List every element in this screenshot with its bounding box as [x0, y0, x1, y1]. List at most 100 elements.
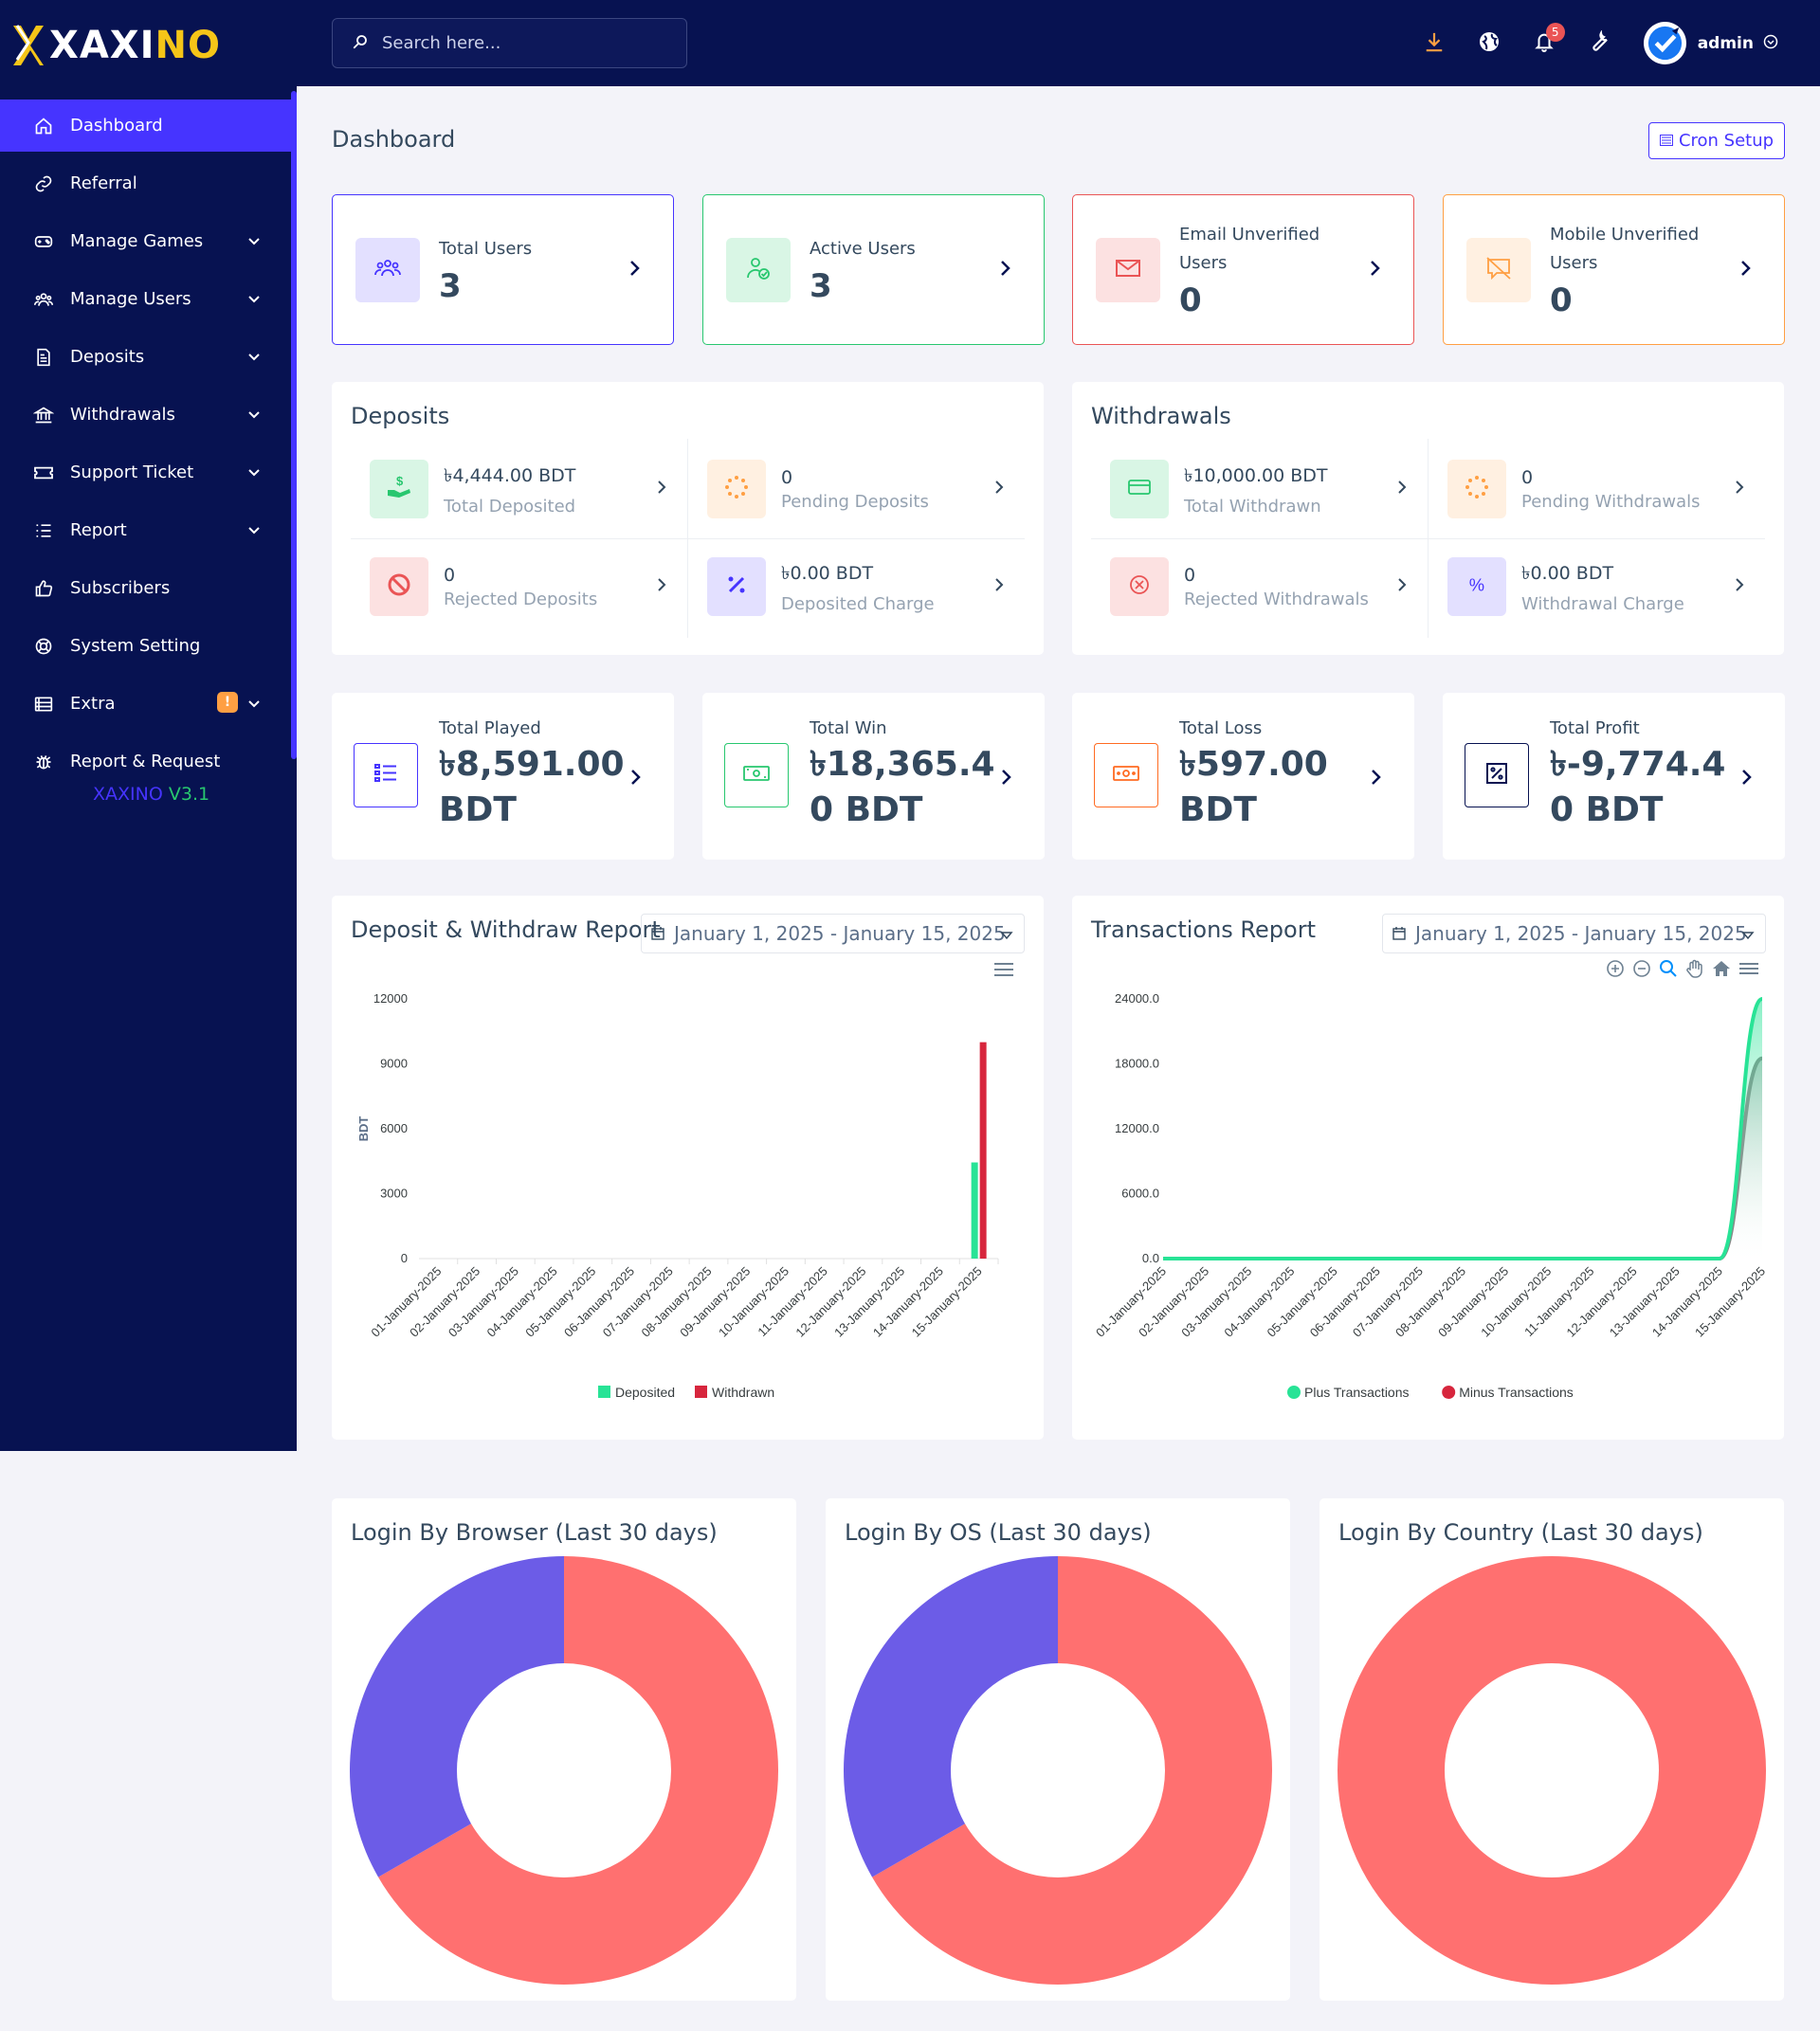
- rejected-withdrawals-widget[interactable]: 0 Rejected Withdrawals: [1091, 539, 1428, 634]
- widget-label: Total Deposited: [444, 496, 576, 517]
- cron-setup-button[interactable]: Cron Setup: [1648, 122, 1785, 159]
- game-stat-value: ৳18,365.4 0 BDT: [810, 745, 995, 829]
- total-profit-card[interactable]: Total Profit ৳-9,774.4 0 BDT: [1443, 693, 1785, 860]
- chevron-down-icon: [247, 232, 261, 252]
- sidebar-item-support-ticket[interactable]: Support Ticket: [0, 446, 291, 499]
- y-tick-label: 6000.0: [1121, 1187, 1159, 1201]
- game-stat-value: ৳597.00 BDT: [1179, 745, 1328, 829]
- sidebar-item-withdrawals[interactable]: Withdrawals: [0, 389, 291, 441]
- total-deposited-widget[interactable]: $ ৳4,444.00 BDT Total Deposited: [351, 442, 687, 536]
- chart-menu-icon[interactable]: [1738, 959, 1759, 982]
- settings-button[interactable]: [1572, 0, 1627, 86]
- chevron-right-icon: [994, 480, 1004, 499]
- total-withdrawn-widget[interactable]: ৳10,000.00 BDT Total Withdrawn: [1091, 442, 1428, 536]
- percent-square-icon: [1485, 762, 1508, 789]
- sidebar-item-report-request[interactable]: Report & Request: [0, 735, 291, 788]
- total-win-card[interactable]: Total Win ৳18,365.4 0 BDT: [702, 693, 1045, 860]
- sidebar-item-report[interactable]: Report: [0, 504, 291, 556]
- chevron-right-icon: [1001, 769, 1012, 789]
- language-button[interactable]: [1462, 0, 1517, 86]
- pie-slice: [350, 1556, 564, 1877]
- sidebar-item-referral[interactable]: Referral: [0, 157, 291, 209]
- active-users-card[interactable]: Active Users 3: [702, 194, 1045, 345]
- widget-value: ৳0.00 BDT: [1521, 562, 1614, 584]
- search-input[interactable]: [382, 33, 666, 53]
- date-range-picker[interactable]: January 1, 2025 - January 15, 2025: [1382, 914, 1766, 953]
- topbar-actions: 5 admin: [1407, 0, 1820, 86]
- divider: [687, 439, 688, 638]
- widget-value: ৳10,000.00 BDT: [1184, 464, 1328, 486]
- user-check-icon: [745, 255, 772, 285]
- total-loss-card[interactable]: Total Loss ৳597.00 BDT: [1072, 693, 1414, 860]
- game-stat-label: Total Loss: [1179, 718, 1263, 738]
- chevron-down-icon: [247, 406, 261, 426]
- chart-menu-icon[interactable]: [993, 962, 1014, 981]
- mobile-unverified-card[interactable]: Mobile Unverified Users 0: [1443, 194, 1785, 345]
- brand-logo[interactable]: XAXINO: [11, 21, 221, 70]
- widget-value: ৳4,444.00 BDT: [444, 464, 576, 486]
- money-bill-wave-icon: [1112, 764, 1140, 787]
- withdrawals-panel: Withdrawals ৳10,000.00 BDT Total Withdraw…: [1072, 382, 1784, 655]
- chevron-right-icon: [994, 577, 1004, 596]
- sidebar-item-label: Extra: [70, 694, 116, 714]
- logo-text: XAXINO: [49, 24, 222, 67]
- ticket-icon: [32, 462, 55, 484]
- hand-holding-dollar-icon: $: [385, 473, 413, 505]
- search-box[interactable]: [332, 18, 687, 68]
- chevron-down-icon: [247, 463, 261, 483]
- widget-label: Total Withdrawn: [1184, 496, 1321, 517]
- deposited-charge-widget[interactable]: ৳0.00 BDT Deposited Charge: [688, 539, 1025, 634]
- sidebar-item-label: Subscribers: [70, 578, 171, 598]
- zoom-out-icon[interactable]: [1632, 959, 1651, 982]
- sidebar-item-system-setting[interactable]: System Setting: [0, 620, 291, 672]
- sidebar-item-dashboard[interactable]: Dashboard: [0, 100, 291, 152]
- sidebar-item-deposits[interactable]: Deposits: [0, 331, 291, 383]
- stat-label: Total Users: [439, 238, 533, 259]
- total-played-card[interactable]: Total Played ৳8,591.00 BDT: [332, 693, 674, 860]
- date-range-picker[interactable]: January 1, 2025 - January 15, 2025: [641, 914, 1025, 953]
- user-menu[interactable]: admin: [1643, 22, 1778, 64]
- search-icon: [352, 33, 369, 54]
- stat-value: 0: [1179, 281, 1202, 319]
- download-button[interactable]: [1407, 0, 1462, 86]
- deposit-withdraw-bar-chart: 0 3000 6000 9000 12000 BDT 01-January-202502-J…: [356, 991, 999, 1400]
- x-tick-label: 15-January-2025: [909, 1264, 985, 1340]
- magnifier-icon[interactable]: [1659, 959, 1678, 982]
- pan-hand-icon[interactable]: [1685, 959, 1704, 982]
- sidebar-scrollbar[interactable]: [291, 91, 297, 759]
- pending-withdrawals-widget[interactable]: 0 Pending Withdrawals: [1429, 442, 1765, 536]
- login-os-donut: [844, 1556, 1272, 1985]
- y-tick-label: 0: [401, 1251, 408, 1265]
- sidebar-item-subscribers[interactable]: Subscribers: [0, 562, 291, 614]
- chevron-right-icon: [1735, 480, 1744, 499]
- sidebar-item-manage-users[interactable]: Manage Users: [0, 273, 291, 325]
- legend-label: Deposited: [615, 1385, 675, 1400]
- widget-label: Withdrawal Charge: [1521, 593, 1684, 614]
- home-reset-icon[interactable]: [1712, 959, 1731, 982]
- legend-marker: [1287, 1386, 1301, 1399]
- zoom-in-icon[interactable]: [1606, 959, 1625, 982]
- chevron-down-icon: [247, 348, 261, 368]
- total-users-card[interactable]: Total Users 3: [332, 194, 674, 345]
- x-tick-label: 01-January-2025: [1093, 1264, 1169, 1340]
- x-tick-label: 07-January-2025: [600, 1264, 676, 1340]
- stat-value: 3: [439, 266, 462, 305]
- notifications-button[interactable]: 5: [1517, 0, 1572, 86]
- rejected-deposits-widget[interactable]: 0 Rejected Deposits: [351, 539, 687, 634]
- list-icon: [32, 519, 55, 542]
- chevron-right-icon: [1741, 769, 1753, 789]
- sidebar-item-manage-games[interactable]: Manage Games: [0, 215, 291, 267]
- sidebar-item-extra[interactable]: Extra !: [0, 678, 291, 730]
- sidebar-item-label: Report: [70, 520, 127, 540]
- spinner-icon: [1464, 474, 1490, 504]
- withdrawal-charge-widget[interactable]: % ৳0.00 BDT Withdrawal Charge: [1429, 539, 1765, 634]
- x-tick-label: 02-January-2025: [407, 1264, 482, 1340]
- pie-slice: [378, 1556, 778, 1985]
- email-unverified-card[interactable]: Email Unverified Users 0: [1072, 194, 1414, 345]
- spinner-icon: [723, 474, 750, 504]
- series-line-minus: [1163, 1056, 1763, 1260]
- pending-deposits-widget[interactable]: 0 Pending Deposits: [688, 442, 1025, 536]
- deposits-panel: Deposits $ ৳4,444.00 BDT Total Deposited …: [332, 382, 1044, 655]
- x-tick-label: 04-January-2025: [484, 1264, 560, 1340]
- chart-toolbar: [1606, 959, 1759, 982]
